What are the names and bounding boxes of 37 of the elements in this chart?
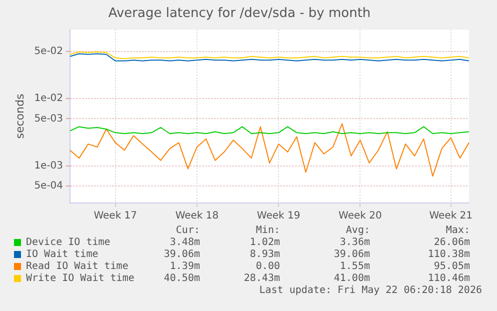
text: Min: (256, 225, 280, 236)
text: 1.02m (250, 237, 280, 248)
text: 40.50m (164, 273, 200, 284)
y-tick-label: 1e-03 (34, 160, 64, 172)
text: Avg: (346, 225, 370, 236)
text: 1.55m (340, 261, 370, 272)
text: 39.06m (164, 249, 200, 260)
text: Max: (446, 225, 470, 236)
text: 3.36m (340, 237, 370, 248)
x-tick-label: Week 17 (94, 210, 138, 222)
x-tick-label: Week 21 (429, 210, 473, 222)
text: 0.00 (256, 261, 280, 272)
text: 110.46m (428, 273, 470, 284)
y-axis-title: seconds (13, 94, 26, 139)
legend-label: Device IO time (26, 237, 110, 248)
x-tick-label: Week 20 (338, 210, 382, 222)
text: 110.38m (428, 249, 470, 260)
text: 95.05m (434, 261, 470, 272)
x-tick-label: Week 18 (175, 210, 219, 222)
text: Cur: (176, 225, 200, 236)
y-tick-label: 5e-02 (34, 46, 64, 57)
text: 39.06m (334, 249, 370, 260)
legend-label: IO Wait time (26, 249, 98, 260)
y-tick-label: 1e-02 (34, 92, 64, 104)
y-tick-label: 5e-04 (34, 180, 64, 192)
text: 3.48m (170, 237, 200, 248)
chart-title: Average latency for /dev/sda - by month (108, 6, 371, 22)
text: 1.39m (170, 261, 200, 272)
y-tick-label: 5e-03 (34, 113, 64, 124)
text: 26.06m (434, 237, 470, 248)
text: 28.43m (244, 273, 280, 284)
text: Last update: Fri May 22 06:20:18 2026 (259, 285, 482, 296)
legend-label: Read IO Wait time (26, 261, 128, 272)
x-tick-label: Week 19 (256, 210, 300, 222)
legend-label: Write IO Wait time (26, 273, 134, 284)
text: 8.93m (250, 249, 280, 260)
text: 41.00m (334, 273, 370, 284)
